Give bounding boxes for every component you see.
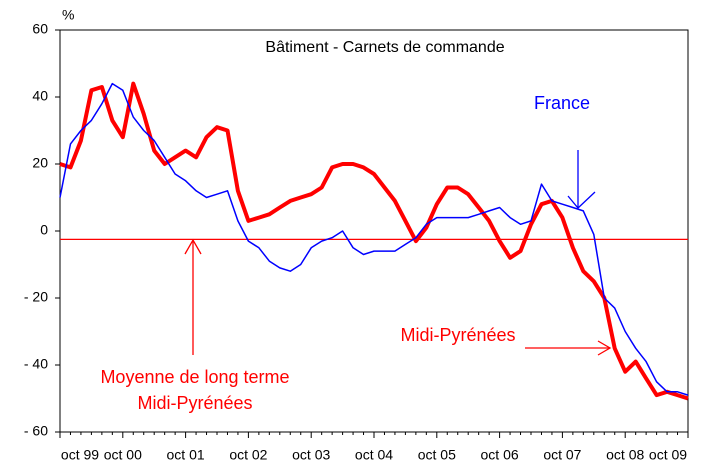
y-tick-label: - 40	[24, 356, 48, 372]
series-line	[59, 81, 689, 401]
x-tick-label: oct 03	[292, 447, 330, 463]
x-tick-label: oct 99	[61, 447, 99, 463]
mean-arrow	[184, 238, 202, 355]
x-tick-label: oct 09	[649, 447, 687, 463]
x-tick-label: oct 07	[543, 447, 581, 463]
mean-label: Midi-Pyrénées	[137, 393, 252, 413]
x-tick-label: oct 06	[481, 447, 519, 463]
x-tick-label: oct 04	[355, 447, 393, 463]
x-tick-label: oct 01	[167, 447, 205, 463]
france-arrow	[567, 150, 596, 209]
y-tick-label: 40	[32, 88, 48, 104]
y-tick-label: 20	[32, 155, 48, 171]
chart-title: Bâtiment - Carnets de commande	[265, 39, 504, 56]
y-tick-label: - 20	[24, 289, 48, 305]
y-tick-label: 0	[40, 222, 48, 238]
y-tick-label: - 60	[24, 423, 48, 439]
y-tick-label: 60	[32, 21, 48, 37]
x-tick-label: oct 05	[418, 447, 456, 463]
midi-label: Midi-Pyrénées	[400, 325, 515, 345]
mean-label: Moyenne de long terme	[100, 367, 289, 387]
y-unit: %	[62, 7, 74, 23]
france-label: France	[534, 93, 590, 113]
x-tick-label: oct 00	[104, 447, 142, 463]
x-tick-label: oct 08	[606, 447, 644, 463]
midi-arrow	[525, 340, 612, 356]
series-line	[59, 82, 689, 396]
x-tick-label: oct 02	[229, 447, 267, 463]
